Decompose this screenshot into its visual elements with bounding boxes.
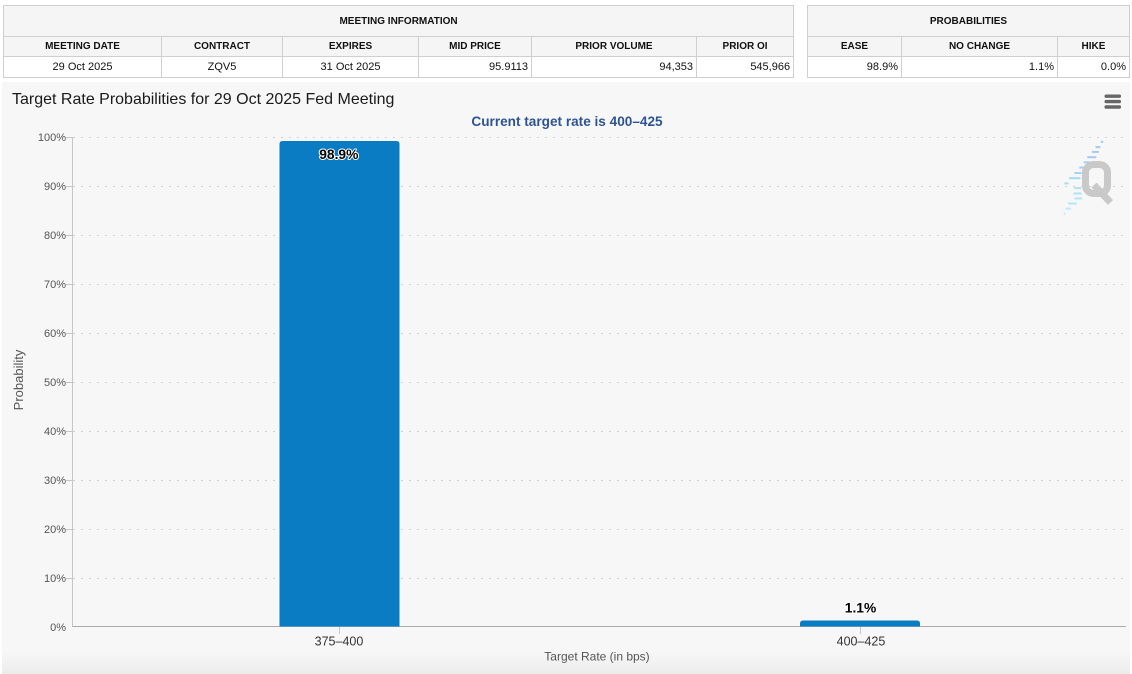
- svg-text:Target Rate Probabilities for: Target Rate Probabilities for 29 Oct 202…: [12, 91, 394, 108]
- svg-text:Target Rate (in bps): Target Rate (in bps): [544, 650, 649, 664]
- svg-text:50%: 50%: [44, 377, 66, 389]
- svg-text:Current target rate is 400–425: Current target rate is 400–425: [471, 114, 663, 129]
- svg-text:20%: 20%: [44, 524, 66, 536]
- svg-text:1.1%: 1.1%: [845, 601, 876, 616]
- svg-text:60%: 60%: [44, 328, 66, 340]
- svg-text:375–400: 375–400: [315, 635, 364, 649]
- svg-text:70%: 70%: [44, 279, 66, 291]
- svg-text:400–425: 400–425: [837, 635, 886, 649]
- svg-text:100%: 100%: [38, 132, 66, 144]
- svg-text:Probability: Probability: [11, 349, 26, 410]
- svg-text:40%: 40%: [44, 426, 66, 438]
- svg-text:90%: 90%: [44, 181, 66, 193]
- svg-text:30%: 30%: [44, 475, 66, 487]
- svg-text:10%: 10%: [44, 573, 66, 585]
- svg-text:98.9%: 98.9%: [319, 147, 358, 162]
- svg-text:80%: 80%: [44, 230, 66, 242]
- svg-text:0%: 0%: [50, 622, 66, 634]
